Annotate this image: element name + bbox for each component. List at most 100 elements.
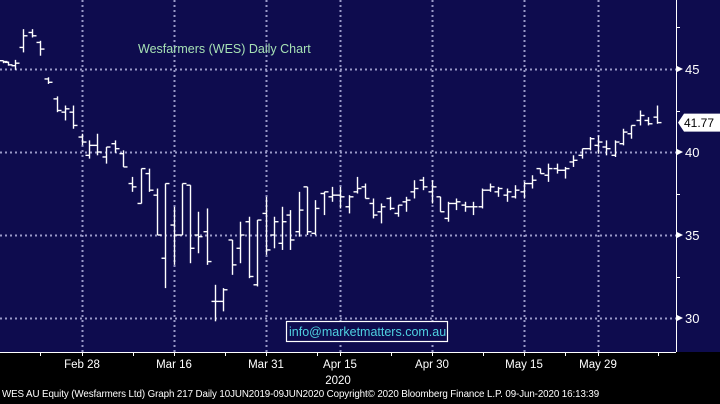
ohlc-bar [4,61,13,66]
x-tick-label: Mar 31 [248,359,284,371]
ohlc-bar [419,176,428,191]
ohlc-bar [286,210,295,250]
ohlc-bar [69,105,78,129]
ohlc-bar [11,59,20,70]
ohlc-bar [644,117,653,126]
y-tick-marker-icon [677,66,683,72]
ohlc-bar [278,206,287,250]
y-tick-marker-icon [677,232,683,238]
y-tick-label: 45 [685,62,699,77]
ohlc-bar [219,288,228,312]
y-axis-area [676,0,720,352]
ohlc-bar [36,40,45,56]
ohlc-bar [28,29,37,38]
ohlc-bar [211,284,220,322]
footer-caption: WES AU Equity (Wesfarmers Ltd) Graph 217… [2,388,600,400]
ohlc-bar [469,201,478,216]
ohlc-bar [186,184,195,264]
y-tick-label: 35 [685,228,699,243]
ohlc-bar [361,183,370,200]
ohlc-bar [303,186,312,235]
ohlc-bar [145,168,154,192]
ohlc-bar [544,163,553,182]
ohlc-bar [636,110,645,126]
ohlc-bar [536,167,545,175]
ohlc-bar [61,105,70,121]
y-tick-marker-icon [677,149,683,155]
ohlc-bar [111,140,120,153]
ohlc-bar [236,221,245,264]
ohlc-bar [93,133,102,156]
ohlc-bar [494,186,503,197]
ohlc-bar [553,163,562,174]
ohlc-bar [78,133,87,146]
ohlc-bar [619,128,628,146]
ohlc-bar [19,29,28,53]
gridlines [0,0,676,352]
ohlc-bar [320,191,329,216]
ohlc-bar [578,147,587,159]
ohlc-bar [328,186,337,202]
x-tick-label: May 29 [579,359,617,371]
ohlc-bar [295,191,304,237]
ohlc-bar [627,124,636,139]
ohlc-bar [128,176,137,192]
ohlc-bar [402,196,411,212]
ohlc-bar [262,196,271,255]
plot-area [0,0,676,352]
ohlc-bar [602,140,611,156]
year-label: 2020 [325,375,351,387]
x-tick-label: May 15 [505,359,543,371]
ohlc-bar [586,137,595,151]
ohlc-bar [119,150,128,168]
chart-title: Wesfarmers (WES) Daily Chart [138,42,311,56]
ohlc-bar [386,196,395,211]
ohlc-bar [228,239,237,275]
ohlc-bar [336,186,345,209]
ohlc-bar [353,176,362,194]
watermark-email: info@marketmatters.com.au [289,325,446,339]
ohlc-bar [511,185,520,199]
ohlc-bar [461,201,470,212]
ohlc-bar [178,182,187,236]
ohlc-bar [569,155,578,167]
ohlc-bar [611,140,620,157]
last-price-label: 41.77 [684,116,714,130]
y-axis: 30 35 40 45 [676,27,699,326]
ohlc-bar [161,182,170,289]
x-tick-label: Mar 16 [156,359,192,371]
ohlc-bar [594,135,603,154]
ohlc-bar [0,60,8,64]
ohlc-bar [444,201,453,222]
ohlc-bar [53,96,62,113]
ohlc-bar [369,198,378,219]
ohlc-bar [561,166,570,179]
y-tick-label: 40 [685,145,699,160]
ohlc-bar [478,188,487,209]
ohlc-bar [102,146,111,164]
ohlc-bar [137,167,146,205]
ohlc-bar [311,200,320,235]
ohlc-bar [345,195,354,214]
price-bars [0,29,662,322]
ohlc-bar [253,219,262,287]
ohlc-bar [245,216,254,279]
ohlc-bar [153,188,162,236]
ohlc-bar [85,140,94,159]
ohlc-bar [194,211,203,254]
ohlc-bar [270,216,279,249]
ohlc-bar [410,180,419,199]
ohlc-bar [203,208,212,265]
ohlc-bar [170,206,179,265]
x-tick-label: Apr 30 [415,359,449,371]
y-tick-marker-icon [677,315,683,321]
x-tick-label: Feb 28 [64,359,100,371]
ohlc-bar [428,180,437,204]
ohlc-bar [436,196,445,213]
ohlc-bar [452,198,461,211]
watermark-box: info@marketmatters.com.au [285,320,449,343]
y-tick-label: 30 [685,311,699,326]
ohlc-bar [44,77,53,84]
ohlc-bar [377,203,386,224]
